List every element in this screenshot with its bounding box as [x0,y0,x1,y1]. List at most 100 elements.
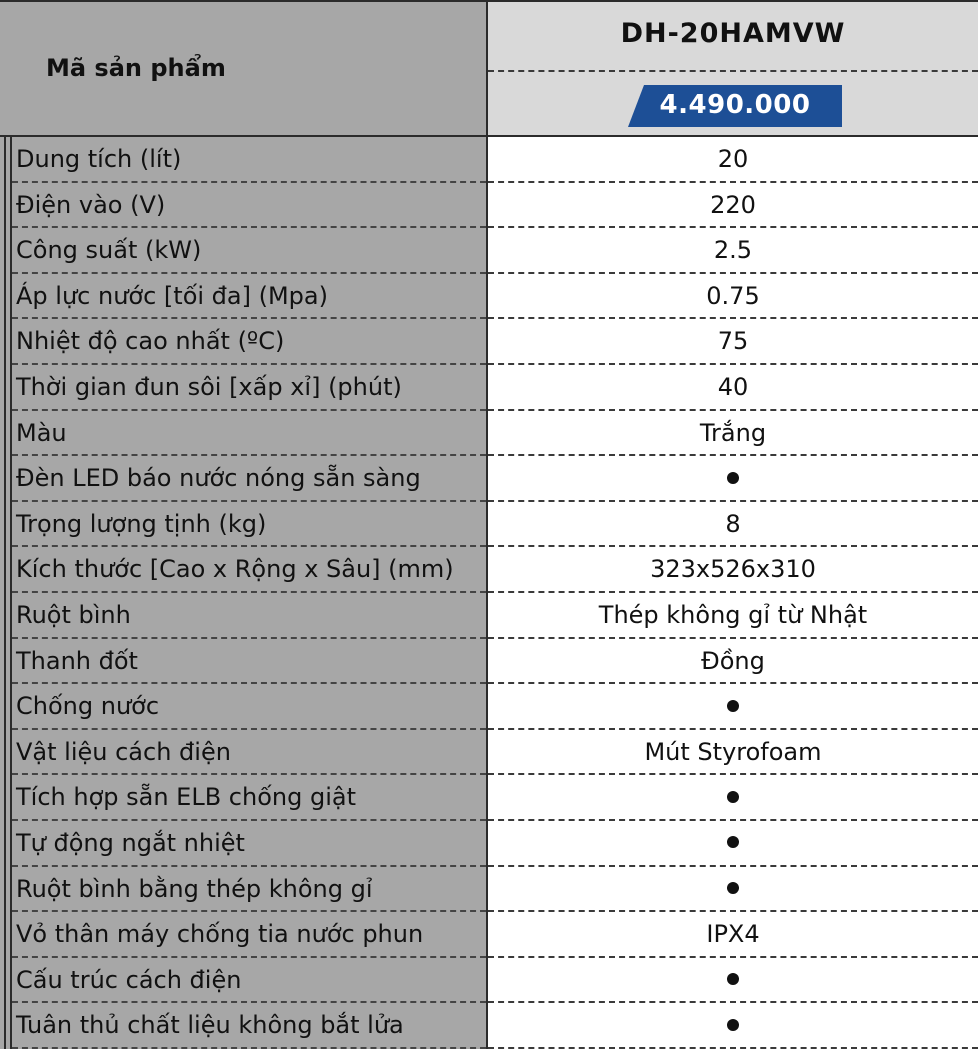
header-model-cell: DH-20HAMVW 4.490.000 [488,0,978,137]
spec-value-text: IPX4 [706,920,760,949]
spec-value: 75 [488,327,978,355]
row-divider-left [12,271,486,274]
column-divider [486,866,488,913]
bullet-icon [727,471,739,484]
row-edge [0,273,6,320]
row-divider-right [488,727,978,730]
spec-value-text: 75 [717,327,749,356]
spec-value [488,875,978,903]
row-divider-left [12,1046,486,1049]
spec-value [488,829,978,857]
spec-value: 8 [488,510,978,538]
column-divider [486,456,488,502]
row-edge [0,456,6,502]
spec-label-cell [0,638,488,685]
spec-row: Công suất (kW) 2.5 [0,228,978,274]
spec-label-cell [0,501,488,548]
row-divider-right [488,636,978,639]
row-edge [0,866,6,913]
spec-label: Dung tích (lít) [16,145,182,173]
spec-label: Vật liệu cách điện [16,737,231,766]
spec-label-cell [0,866,488,913]
row-edge [0,228,6,274]
row-divider-right [488,545,978,548]
spec-value-text: Thép không gỉ từ Nhật [598,600,868,629]
row-divider-left [12,226,486,229]
row-divider-left [12,955,486,958]
spec-label: Nhiệt độ cao nhất (ºC) [16,327,285,356]
row-divider-right [488,955,978,958]
row-edge [0,957,6,1004]
spec-value-text: 0.75 [706,281,760,310]
column-divider [486,912,488,958]
spec-value: IPX4 [488,920,978,948]
spec-label-cell [0,456,488,502]
spec-label-cell [0,137,488,183]
spec-label: Đèn LED báo nước nóng sẵn sàng [16,464,421,493]
spec-value: 323x526x310 [488,555,978,583]
row-edge-line [10,957,12,1004]
column-divider [486,775,488,821]
spec-value: 20 [488,145,978,173]
row-edge-line [10,364,12,411]
spec-label-cell [0,410,488,457]
column-divider [486,137,488,183]
row-edge-line [10,638,12,685]
spec-label-cell [0,228,488,274]
row-edge [0,729,6,776]
spec-label-cell [0,820,488,867]
row-edge [0,684,6,730]
spec-value [488,692,978,720]
column-divider [486,547,488,593]
row-edge-line [10,684,12,730]
spec-row: Ruột bình Thép không gỉ từ Nhật [0,592,978,639]
spec-label: Kích thước [Cao x Rộng x Sâu] (mm) [16,555,454,584]
row-divider-left [12,636,486,639]
column-divider [486,638,488,685]
row-divider-right [488,1001,978,1004]
row-divider-left [12,910,486,913]
spec-row: Áp lực nước [tối đa] (Mpa) 0.75 [0,273,978,320]
row-divider-left [12,317,486,320]
spec-label: Thời gian đun sôi [xấp xỉ] (phút) [16,372,402,401]
header-label-cell: Mã sản phẩm [0,0,488,137]
row-edge-line [10,866,12,913]
row-divider-left [12,1001,486,1004]
row-edge [0,638,6,685]
row-edge-line [10,592,12,639]
row-edge [0,182,6,229]
row-divider-left [12,682,486,685]
spec-value-text: 2.5 [713,236,753,265]
spec-row: Chống nước [0,684,978,730]
spec-label: Ruột bình [16,600,131,629]
spec-label: Công suất (kW) [16,236,202,265]
spec-value [488,966,978,994]
spec-label: Vỏ thân máy chống tia nước phun [16,920,424,949]
row-edge [0,137,6,183]
spec-value: 0.75 [488,282,978,310]
spec-value-text: Mút Styrofoam [644,737,822,766]
price-tag-background [628,85,842,127]
row-divider-right [488,864,978,867]
row-edge-line [10,501,12,548]
row-divider-right [488,773,978,776]
spec-label: Trọng lượng tịnh (kg) [16,509,267,538]
row-edge [0,912,6,958]
row-edge [0,319,6,365]
model-name: DH-20HAMVW [620,18,846,49]
row-divider-right [488,454,978,457]
bullet-icon [727,973,739,986]
spec-row: Trọng lượng tịnh (kg) 8 [0,501,978,548]
row-edge [0,820,6,867]
bullet-icon [727,699,739,712]
bullet-icon [727,882,739,894]
spec-label: Màu [16,418,67,447]
column-divider [486,182,488,229]
row-divider-left [12,408,486,411]
spec-row: Tuân thủ chất liệu không bắt lửa [0,1003,978,1049]
row-divider-right [488,499,978,502]
row-edge-line [10,182,12,229]
row-edge-line [10,319,12,365]
bullet-icon [727,1018,739,1031]
spec-label: Chống nước [16,692,160,721]
